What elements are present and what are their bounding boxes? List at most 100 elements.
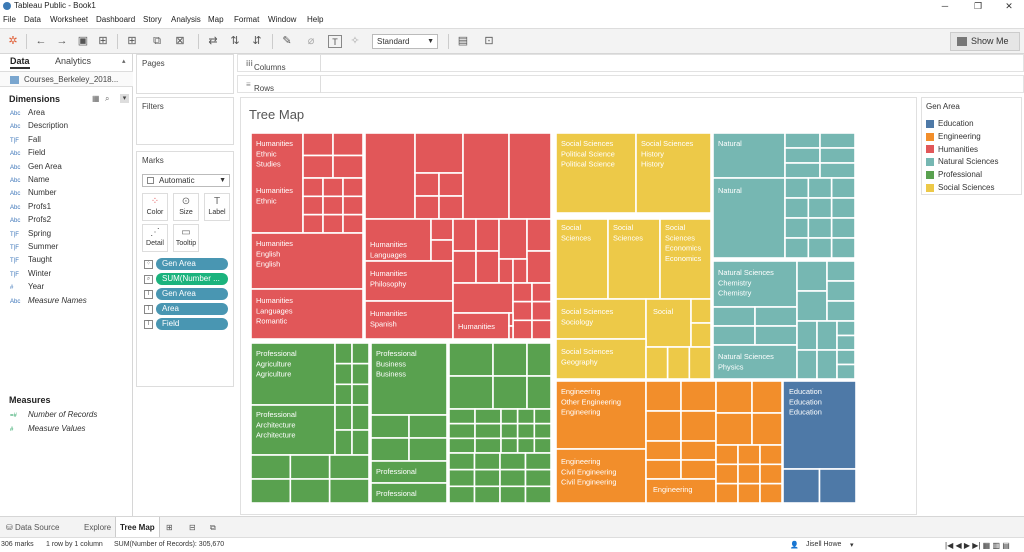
treemap-cell[interactable] — [250, 478, 292, 504]
dimension-field[interactable]: Abc Name — [10, 175, 49, 187]
treemap-cell[interactable] — [680, 410, 717, 442]
dimension-field[interactable]: Abc Profs1 — [10, 202, 51, 214]
treemap-cell[interactable] — [328, 478, 370, 504]
treemap-cell[interactable] — [475, 250, 500, 284]
user-menu-icon[interactable]: ▾ — [850, 542, 854, 549]
treemap-cell[interactable] — [635, 132, 712, 214]
new-datasource-icon[interactable]: ⊞ — [98, 35, 108, 47]
treemap-cell[interactable] — [500, 422, 519, 440]
redo-icon[interactable]: → — [56, 35, 68, 47]
dimension-field[interactable]: T|F Spring — [10, 229, 51, 241]
treemap-cell[interactable] — [370, 482, 448, 504]
treemap-cell[interactable] — [452, 218, 477, 252]
show-me-button[interactable]: Show Me — [950, 32, 1020, 51]
treemap-cell[interactable] — [351, 362, 370, 386]
marks-pill[interactable]: SUM(Number ... — [156, 273, 228, 285]
treemap-cell[interactable] — [448, 468, 476, 488]
treemap-cell[interactable] — [555, 338, 647, 380]
new-worksheet-icon[interactable]: ⊞ — [127, 35, 137, 47]
dimension-field[interactable]: T|F Winter — [10, 269, 51, 281]
tab-data-source[interactable]: ⛁ Data Source — [6, 523, 60, 532]
sort-ascending-icon[interactable]: ⇅ — [230, 35, 240, 47]
worksheet-view[interactable]: Tree Map Humanities Ethnic Studies Humaniti… — [240, 97, 917, 515]
treemap-cell[interactable] — [782, 380, 857, 470]
treemap-cell[interactable] — [754, 306, 798, 327]
treemap-cell[interactable] — [370, 342, 448, 416]
legend-item[interactable]: Natural Sciences — [926, 157, 998, 168]
treemap-cell[interactable] — [334, 404, 353, 431]
treemap-cell[interactable] — [784, 177, 810, 199]
menu-map[interactable]: Map — [208, 15, 224, 24]
marks-pill[interactable]: Field — [156, 318, 228, 330]
treemap-cell[interactable] — [500, 408, 519, 425]
treemap-cell[interactable] — [819, 162, 856, 179]
treemap-cell[interactable] — [512, 282, 533, 303]
treemap-cell[interactable] — [334, 342, 353, 365]
treemap-cell[interactable] — [250, 232, 364, 290]
treemap-cell[interactable] — [759, 463, 783, 485]
tab-explore[interactable]: Explore — [84, 523, 112, 532]
treemap-cell[interactable] — [796, 260, 828, 292]
treemap-cell[interactable] — [784, 237, 810, 259]
treemap-cell[interactable] — [516, 437, 536, 454]
treemap-cell[interactable] — [250, 288, 364, 340]
legend-item[interactable]: Professional — [926, 170, 982, 181]
treemap-cell[interactable] — [332, 132, 364, 157]
tableau-logo-icon[interactable]: ✲ — [8, 35, 18, 47]
highlight-icon[interactable]: ✎ — [282, 35, 292, 47]
menu-format[interactable]: Format — [234, 15, 260, 24]
treemap-cell[interactable] — [516, 422, 536, 440]
treemap-cell[interactable] — [448, 342, 494, 377]
treemap-cell[interactable] — [836, 320, 856, 337]
treemap-cell[interactable] — [473, 468, 501, 488]
marks-pill[interactable]: Area — [156, 303, 228, 315]
treemap-cell[interactable] — [462, 132, 510, 220]
treemap-cell[interactable] — [448, 422, 476, 440]
treemap-cell[interactable] — [498, 218, 528, 260]
treemap-cell[interactable] — [533, 422, 552, 440]
treemap-cell[interactable] — [438, 172, 464, 197]
treemap-cell[interactable] — [342, 213, 364, 234]
save-icon[interactable]: ▣ — [77, 35, 89, 47]
treemap-cell[interactable] — [666, 346, 691, 380]
dimension-field[interactable]: Abc Field — [10, 148, 45, 160]
treemap-cell[interactable] — [830, 177, 856, 199]
treemap-cell[interactable] — [819, 132, 856, 149]
treemap-cell[interactable] — [448, 485, 476, 504]
treemap-cell[interactable] — [782, 468, 821, 504]
treemap-cell[interactable] — [807, 237, 833, 259]
treemap-cell[interactable] — [826, 280, 856, 302]
treemap-cell[interactable] — [452, 282, 514, 314]
duplicate-sheet-icon[interactable]: ⧉ — [153, 35, 161, 47]
treemap-cell[interactable] — [759, 444, 783, 466]
datasource-row[interactable]: Courses_Berkeley_2018... — [0, 71, 133, 87]
treemap-cell[interactable] — [474, 408, 502, 425]
treemap-cell[interactable] — [475, 218, 500, 252]
treemap-cell[interactable] — [250, 342, 336, 406]
treemap-cell[interactable] — [322, 213, 344, 234]
treemap-cell[interactable] — [351, 429, 370, 456]
treemap-cell[interactable] — [524, 468, 552, 488]
treemap-cell[interactable] — [302, 132, 334, 157]
new-story-tab-icon[interactable]: ⧉ — [210, 523, 216, 532]
treemap-cell[interactable] — [526, 375, 552, 410]
close-button[interactable]: ✕ — [1005, 1, 1013, 11]
treemap-cell[interactable] — [712, 344, 798, 380]
treemap-cell[interactable] — [334, 362, 353, 386]
pane-menu-icon[interactable]: ▴ — [122, 58, 126, 65]
treemap-cell[interactable] — [555, 448, 647, 504]
dimension-field[interactable]: T|F Summer — [10, 242, 58, 254]
treemap-cell[interactable] — [807, 217, 833, 239]
measure-field[interactable]: =# Number of Records — [10, 410, 97, 422]
treemap-cell[interactable] — [408, 414, 448, 439]
dimension-field[interactable]: # Year — [10, 282, 44, 294]
treemap-cell[interactable] — [816, 349, 838, 380]
dimension-field[interactable]: Abc Profs2 — [10, 215, 51, 227]
treemap-cell[interactable] — [531, 282, 552, 303]
treemap-cell[interactable] — [830, 217, 856, 239]
treemap-cell[interactable] — [500, 437, 519, 454]
treemap-cell[interactable] — [712, 306, 756, 327]
treemap-cell[interactable] — [712, 132, 786, 179]
treemap-cell[interactable] — [516, 408, 536, 425]
treemap-cell[interactable] — [351, 404, 370, 431]
